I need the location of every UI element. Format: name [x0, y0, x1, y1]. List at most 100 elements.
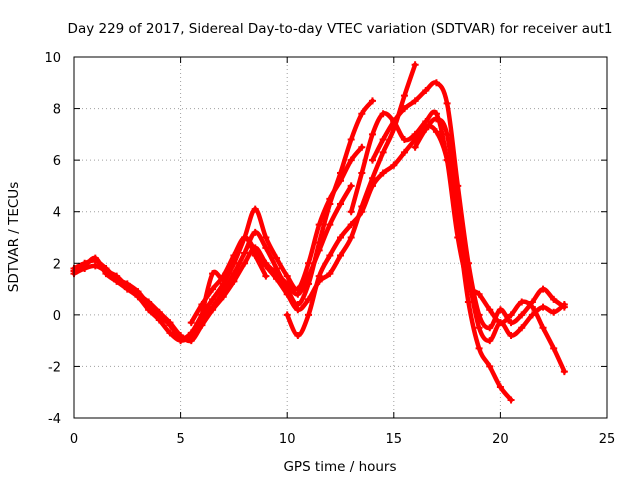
data-point: [550, 295, 558, 303]
series-line: [189, 62, 418, 325]
data-point: [528, 311, 536, 319]
data-point: [475, 344, 483, 352]
data-point: [486, 362, 494, 370]
data-point: [315, 221, 323, 229]
data-point: [368, 174, 376, 182]
data-point: [539, 303, 547, 311]
series-sat-h: [368, 79, 568, 332]
data-point: [251, 205, 259, 213]
series-sat-f: [283, 123, 515, 404]
data-point: [379, 148, 387, 156]
data-point: [496, 319, 504, 327]
data-point: [305, 259, 313, 267]
series-line: [284, 123, 514, 403]
data-point: [326, 200, 334, 208]
x-tick-label: 15: [386, 432, 403, 447]
data-point: [123, 282, 131, 290]
data-point: [475, 324, 483, 332]
data-point: [507, 319, 515, 327]
grid-layer: [74, 57, 607, 418]
data-point: [486, 324, 494, 332]
data-point: [400, 148, 408, 156]
data-point: [518, 324, 526, 332]
data-point: [145, 298, 153, 306]
data-point: [315, 246, 323, 254]
data-point: [464, 272, 472, 280]
data-point: [379, 169, 387, 177]
data-point: [81, 264, 89, 272]
data-point: [518, 311, 526, 319]
data-point: [326, 270, 334, 278]
data-point: [560, 368, 568, 376]
data-point: [230, 277, 238, 285]
data-point: [347, 234, 355, 241]
data-point: [454, 208, 462, 216]
data-point: [368, 156, 376, 164]
y-tick-label: -4: [48, 412, 61, 427]
data-point: [432, 128, 440, 136]
data-point: [390, 117, 398, 125]
y-tick-label: 4: [53, 206, 61, 221]
data-point: [358, 110, 366, 118]
data-point: [134, 290, 142, 298]
data-point: [294, 306, 302, 314]
data-point: [507, 311, 515, 319]
data-point: [326, 221, 334, 229]
data-point: [273, 254, 281, 262]
x-tick-label: 0: [70, 432, 78, 447]
series-sat-i: [411, 115, 568, 345]
data-point: [305, 272, 313, 280]
data-point: [518, 298, 526, 306]
data-point: [400, 92, 408, 100]
data-point: [411, 61, 419, 69]
data-point: [347, 208, 355, 216]
data-point: [422, 125, 430, 133]
data-point: [337, 200, 344, 208]
data-point: [102, 267, 110, 275]
y-tick-label: 6: [53, 154, 61, 169]
data-point: [283, 280, 291, 288]
data-point: [560, 301, 568, 309]
data-point: [283, 290, 291, 298]
x-tick-label: 5: [176, 432, 184, 447]
data-point: [432, 115, 440, 123]
data-point: [539, 324, 547, 332]
data-point: [422, 87, 430, 95]
data-point: [464, 298, 472, 306]
y-tick-label: 2: [53, 257, 61, 272]
data-point: [347, 156, 355, 164]
data-point: [262, 234, 270, 241]
tick-layer: 0 5 10 15 20 25 -4 -2 0 2 4 6 8 10: [44, 51, 615, 447]
data-point: [400, 136, 408, 144]
chart-title: Day 229 of 2017, Sidereal Day-to-day VTE…: [68, 21, 613, 37]
data-point: [411, 143, 419, 151]
data-point: [241, 249, 249, 257]
data-point: [443, 99, 451, 107]
data-point: [209, 270, 217, 278]
data-point: [507, 396, 515, 404]
data-point: [411, 130, 419, 138]
x-tick-label: 25: [599, 432, 616, 447]
data-point: [496, 306, 504, 314]
data-point: [187, 337, 195, 345]
data-point: [368, 182, 376, 190]
data-point: [368, 130, 376, 138]
data-point: [379, 110, 387, 118]
data-point: [219, 275, 227, 283]
data-point: [283, 272, 291, 280]
series-sat-e: [198, 234, 270, 319]
data-point: [91, 254, 99, 262]
data-point: [177, 331, 185, 339]
data-point: [475, 290, 483, 298]
data-point: [347, 136, 355, 144]
y-tick-label: -2: [48, 360, 61, 375]
data-point: [230, 259, 238, 267]
data-point: [486, 337, 494, 345]
data-point: [219, 293, 227, 301]
x-tick-label: 10: [279, 432, 296, 447]
data-point: [209, 295, 217, 303]
x-axis-label: GPS time / hours: [283, 459, 396, 475]
series-sat-d: [187, 61, 419, 327]
data-point: [358, 143, 366, 151]
data-point: [400, 105, 408, 113]
